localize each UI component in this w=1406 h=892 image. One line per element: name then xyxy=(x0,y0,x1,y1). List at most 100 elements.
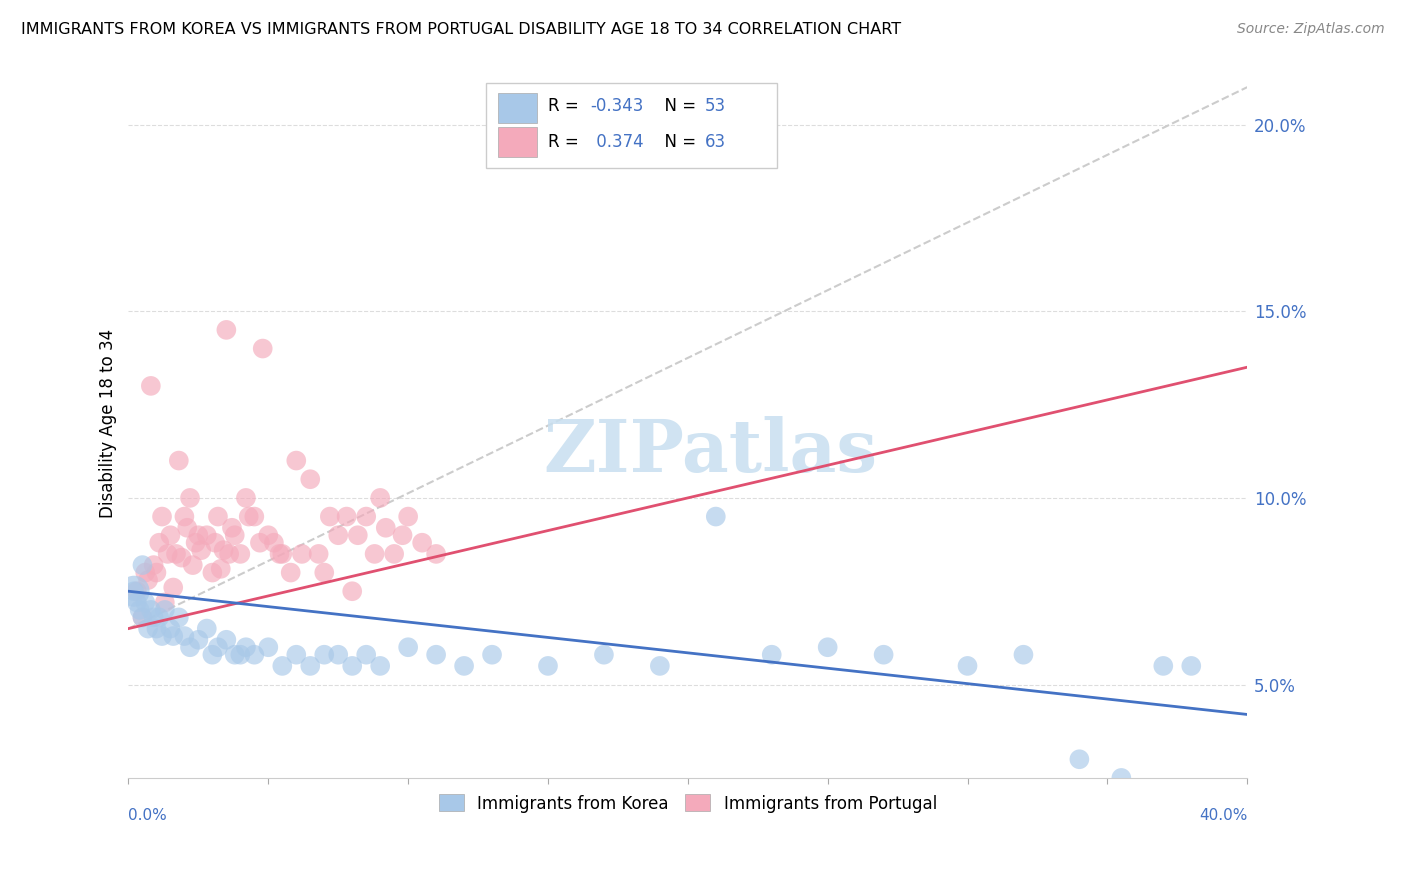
Point xyxy=(148,610,170,624)
Point xyxy=(131,558,153,573)
Point xyxy=(285,453,308,467)
Point xyxy=(176,521,198,535)
Legend: Immigrants from Korea, Immigrants from Portugal: Immigrants from Korea, Immigrants from P… xyxy=(432,788,943,819)
Text: R =: R = xyxy=(548,133,583,151)
Point xyxy=(184,535,207,549)
Point xyxy=(142,610,165,624)
Point xyxy=(159,622,181,636)
Point xyxy=(537,659,560,673)
Point xyxy=(1111,771,1133,785)
Point xyxy=(134,566,156,580)
Point xyxy=(153,595,176,609)
Point xyxy=(368,659,391,673)
Point xyxy=(243,648,266,662)
Point xyxy=(308,547,330,561)
Point xyxy=(235,491,257,505)
Point xyxy=(201,566,224,580)
Point xyxy=(704,509,727,524)
Point xyxy=(153,603,176,617)
Point xyxy=(257,528,280,542)
Point xyxy=(224,528,246,542)
Point xyxy=(257,640,280,655)
Point xyxy=(128,603,150,617)
Point xyxy=(648,659,671,673)
Point xyxy=(368,491,391,505)
Point xyxy=(195,622,218,636)
Point xyxy=(396,640,419,655)
Point xyxy=(291,547,314,561)
Point xyxy=(342,584,364,599)
Point xyxy=(156,547,179,561)
Point xyxy=(179,640,201,655)
Point xyxy=(162,581,184,595)
Point xyxy=(131,610,153,624)
Point xyxy=(346,528,368,542)
Point xyxy=(145,566,167,580)
Point xyxy=(218,547,240,561)
Point xyxy=(179,491,201,505)
Point xyxy=(221,521,243,535)
Point xyxy=(1180,659,1202,673)
Point xyxy=(207,640,229,655)
Point xyxy=(285,648,308,662)
Text: 53: 53 xyxy=(704,97,725,115)
Point xyxy=(956,659,979,673)
Text: N =: N = xyxy=(654,133,702,151)
Point xyxy=(271,659,294,673)
Point xyxy=(215,323,238,337)
Point xyxy=(280,566,302,580)
Point xyxy=(195,528,218,542)
Text: R =: R = xyxy=(548,97,583,115)
Point xyxy=(314,566,336,580)
Point xyxy=(363,547,385,561)
Point xyxy=(150,509,173,524)
Point xyxy=(159,528,181,542)
Text: ZIPatlas: ZIPatlas xyxy=(543,416,877,487)
Point xyxy=(229,648,252,662)
Point xyxy=(201,648,224,662)
Point xyxy=(396,509,419,524)
Text: Source: ZipAtlas.com: Source: ZipAtlas.com xyxy=(1237,22,1385,37)
Y-axis label: Disability Age 18 to 34: Disability Age 18 to 34 xyxy=(100,328,117,517)
Point xyxy=(150,629,173,643)
Text: 0.374: 0.374 xyxy=(591,133,643,151)
Point xyxy=(215,632,238,647)
Point xyxy=(391,528,413,542)
Point xyxy=(1012,648,1035,662)
Point xyxy=(336,509,359,524)
Point xyxy=(181,558,204,573)
Point xyxy=(299,659,322,673)
Point xyxy=(872,648,894,662)
Point xyxy=(131,610,153,624)
Text: -0.343: -0.343 xyxy=(591,97,644,115)
Point xyxy=(817,640,839,655)
Point xyxy=(142,558,165,573)
Point xyxy=(271,547,294,561)
Point xyxy=(249,535,271,549)
Point xyxy=(145,622,167,636)
Point xyxy=(425,648,447,662)
Point xyxy=(481,648,503,662)
Text: N =: N = xyxy=(654,97,702,115)
Text: 63: 63 xyxy=(704,133,725,151)
Point xyxy=(224,648,246,662)
Point xyxy=(173,629,195,643)
Point xyxy=(167,453,190,467)
FancyBboxPatch shape xyxy=(498,94,537,123)
Point xyxy=(453,659,475,673)
Point xyxy=(354,648,377,662)
Point xyxy=(209,562,232,576)
Point xyxy=(243,509,266,524)
Point xyxy=(382,547,405,561)
Text: IMMIGRANTS FROM KOREA VS IMMIGRANTS FROM PORTUGAL DISABILITY AGE 18 TO 34 CORREL: IMMIGRANTS FROM KOREA VS IMMIGRANTS FROM… xyxy=(21,22,901,37)
Point xyxy=(167,610,190,624)
Point xyxy=(229,547,252,561)
Point xyxy=(328,528,350,542)
Point xyxy=(342,659,364,673)
Point xyxy=(122,584,145,599)
Point xyxy=(122,584,145,599)
Point xyxy=(125,584,148,599)
Point xyxy=(425,547,447,561)
Point xyxy=(269,547,291,561)
Text: 0.0%: 0.0% xyxy=(128,808,167,823)
